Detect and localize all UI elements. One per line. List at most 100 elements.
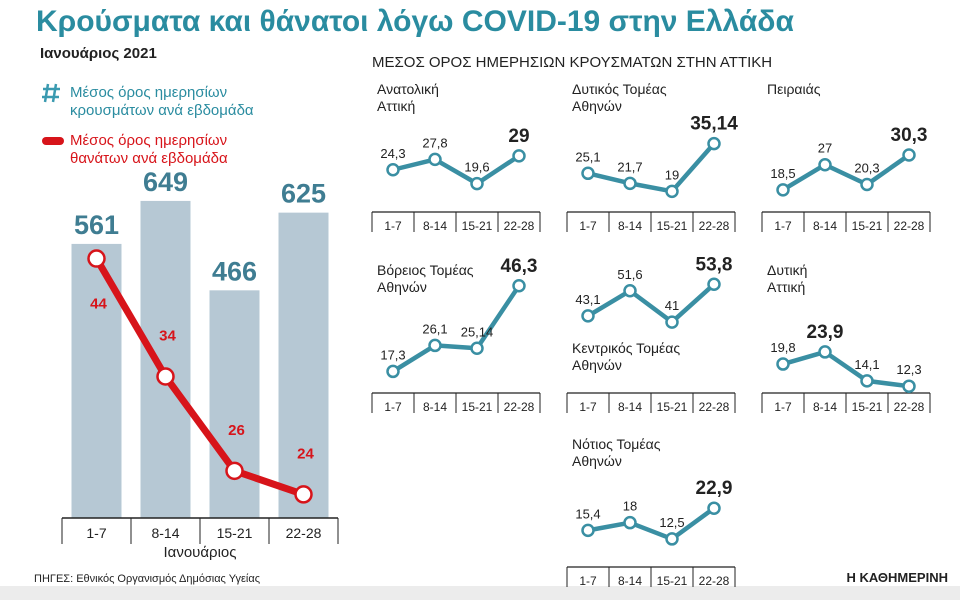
x-tick-label: 1-7 [579,574,597,588]
x-tick-label: 15-21 [852,219,883,233]
legend-symbol-stroke [43,83,50,103]
value-label: 18,5 [770,166,795,181]
value-label: 12,5 [659,515,684,530]
panel-chart-title: Βόρειος Τομέας Αθηνών [377,262,474,295]
x-tick-label: 15-21 [217,525,253,541]
value-label: 18 [623,499,637,514]
value-label: 23,9 [807,322,844,343]
source: ΠΗΓΕΣ: Εθνικός Οργανισμός Δημόσιας Υγεία… [34,573,260,585]
value-label: 22,9 [696,478,733,499]
value-label: 19 [665,167,679,182]
value-label: 17,3 [380,347,405,362]
value-label: 25,1 [575,149,600,164]
line-point [294,485,313,504]
bar-value-label: 625 [281,179,326,209]
value-label: 12,3 [896,362,921,377]
value-label: 14,1 [854,357,879,372]
x-tick-label: 8-14 [813,219,837,233]
line-point [707,501,721,515]
line-point [665,315,679,329]
x-axis-label: Ιανουάριος [164,544,237,561]
line-point [386,163,400,177]
legend-label: Μέσος όρος ημερησίων θανάτων ανά εβδομάδα [70,132,228,167]
x-tick-label: 8-14 [813,400,837,414]
value-label: 26,1 [422,321,447,336]
line-value-label: 44 [90,296,107,313]
line-point [902,379,916,393]
legend-symbol [42,83,60,103]
panel-chart-title: Κεντρικός Τομέας Αθηνών [572,340,680,373]
value-label: 51,6 [617,267,642,282]
value-label: 27,8 [422,135,447,150]
line-point [818,345,832,359]
x-tick-label: 22-28 [699,574,730,588]
line [587,142,716,194]
bar [278,212,329,518]
line-point [225,461,244,481]
x-tick-label: 15-21 [657,574,688,588]
line-point [386,364,400,379]
x-tick-label: 1-7 [774,219,792,233]
subtitle: Ιανουάριος 2021 [40,45,157,62]
value-label: 19,6 [464,160,489,175]
x-tick-label: 1-7 [774,400,792,414]
line-point [470,341,484,356]
line [93,255,307,498]
x-tick-label: 22-28 [894,400,925,414]
bar-value-label: 561 [74,210,119,240]
line-point [87,249,106,268]
x-tick-label: 15-21 [657,400,688,414]
line-value-label: 24 [297,445,314,462]
x-tick-label: 22-28 [504,219,535,233]
value-label: 20,3 [854,161,879,176]
line-point [581,523,595,538]
x-tick-label: 15-21 [852,400,883,414]
value-label: 53,8 [696,254,733,275]
line-point [623,515,637,530]
legend-symbol-stroke [51,83,58,103]
value-label: 29 [508,126,529,147]
line [392,153,521,186]
brand: Η ΚΑΘΗΜΕΡΙΝΗ [847,570,949,585]
line [781,153,911,192]
value-label: 15,4 [575,506,600,521]
value-label: 41 [665,298,679,313]
line [391,284,521,374]
x-tick-label: 8-14 [423,400,447,414]
line-value-label: 34 [159,327,176,344]
line-point [776,183,790,197]
bar-value-label: 466 [212,256,257,286]
x-tick-label: 8-14 [618,219,642,233]
line-point [665,532,679,546]
panel-chart-title: Δυτικός Τομέας Αθηνών [572,81,667,114]
panel-chart-title: Πειραιάς [767,81,821,97]
line-point [776,357,790,371]
bar-value-label: 649 [143,167,188,197]
line-point [707,136,721,151]
line-value-label: 26 [228,422,245,439]
panel-chart-title: Νότιος Τομέας Αθηνών [572,436,661,469]
x-tick-label: 1-7 [384,400,402,414]
x-tick-label: 1-7 [384,219,402,233]
line-point [470,176,484,191]
line [586,282,716,325]
value-label: 27 [818,141,832,156]
panel-chart-title: Δυτική Αττική [767,262,807,295]
x-tick-label: 15-21 [462,219,493,233]
line-point [428,152,442,167]
line-point [860,374,874,388]
line [587,506,716,542]
line-point [512,279,526,293]
footer-strip [0,586,960,600]
bar [140,200,191,518]
line-point [665,184,679,199]
line-point [707,277,721,292]
line [782,349,910,389]
value-label: 30,3 [891,125,928,146]
value-label: 24,3 [380,146,405,161]
title: Κρούσματα και θάνατοι λόγω COVID-19 στην… [36,5,794,38]
x-tick-label: 22-28 [894,219,925,233]
x-tick-label: 1-7 [579,219,597,233]
value-label: 43,1 [575,292,600,307]
